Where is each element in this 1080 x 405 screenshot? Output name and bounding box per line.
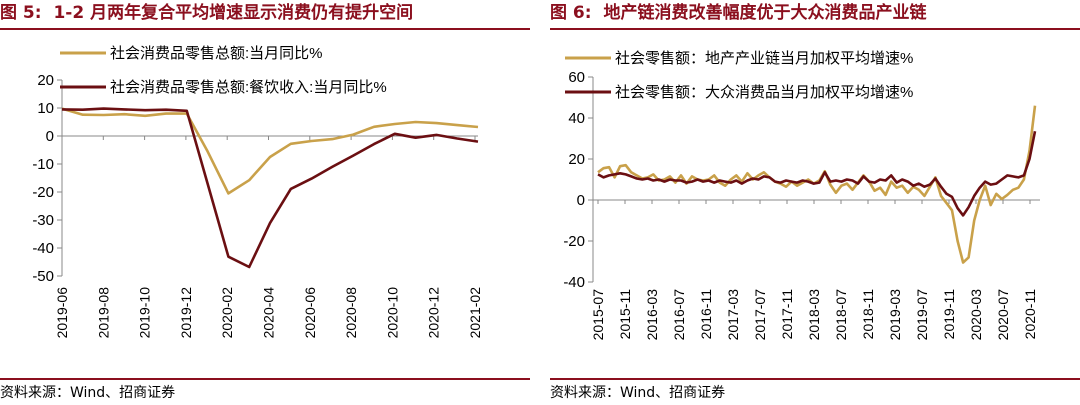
figure-5-title-rule: [0, 28, 530, 30]
fig6-y-tick-label: -20: [563, 233, 585, 250]
figure-6-bottom-rule: [550, 378, 1080, 380]
figure-6-source: 资料来源：Wind、招商证券: [550, 385, 726, 401]
figure-6-title: 图 6: 地产链消费改善幅度优于大众消费品产业链: [550, 0, 1080, 26]
fig5-x-tick-label: 2019-12: [178, 287, 194, 339]
fig6-y-tick-label: 60: [568, 69, 585, 86]
fig6-x-tick-label: 2020-07: [995, 289, 1011, 341]
figure-6-label: 图 6:: [550, 3, 592, 23]
fig6-series-line-2: [597, 131, 1037, 217]
fig5-series-line-2: [61, 107, 479, 269]
fig5-x-tick-label: 2020-12: [426, 287, 442, 339]
fig5-x-tick-label: 2020-04: [261, 287, 277, 339]
fig6-x-tick-label: 2018-03: [806, 289, 822, 341]
fig5-y-tick-label: 0: [46, 128, 54, 145]
fig5-x-tick-label: 2019-08: [95, 287, 111, 339]
fig5-x-tick-label: 2020-08: [343, 287, 359, 339]
fig6-y-tick-label: -40: [563, 274, 585, 291]
fig5-x-tick-label: 2019-10: [137, 287, 153, 339]
fig6-x-tick-label: 2018-11: [860, 289, 876, 340]
fig6-x-tick-label: 2020-11: [1022, 289, 1038, 340]
figure-5-bottom-rule: [0, 378, 530, 380]
figure-6-chart: 60 40 20 0 -20 -40 2015-07 2015-11 2016-03 2016-0…: [563, 50, 1040, 341]
fig5-legend-label-1: 社会消费品零售总额:当月同比%: [110, 45, 323, 62]
fig6-y-tick-label: 0: [577, 192, 585, 209]
fig6-x-tick-label: 2017-07: [752, 289, 768, 341]
figure-6-title-text: 地产链消费改善幅度优于大众消费品产业链: [603, 3, 927, 23]
fig6-x-tick-label: 2015-07: [590, 289, 606, 341]
figure-6-title-rule: [550, 28, 1080, 30]
fig5-x-tick-label: 2020-10: [384, 287, 400, 339]
fig6-x-tick-label: 2016-03: [644, 289, 660, 341]
fig6-x-tick-label: 2017-03: [725, 289, 741, 341]
fig6-y-tick-label: 20: [568, 151, 585, 168]
fig6-x-tick-label: 2018-07: [833, 289, 849, 341]
fig6-legend-label-1: 社会零售额：地产产业链当月加权平均增速%: [615, 50, 913, 67]
fig6-legend-label-2: 社会零售额：大众消费品当月加权平均增速%: [615, 84, 913, 101]
fig5-x-tick-label: 2020-02: [219, 287, 235, 339]
fig6-x-tick-label: 2019-03: [887, 289, 903, 341]
fig6-y-tick-label: 40: [568, 110, 585, 127]
figure-5-title: 图 5: 1-2 月两年复合平均增速显示消费仍有提升空间: [0, 0, 530, 26]
figure-5-source: 资料来源：Wind、招商证券: [0, 385, 176, 401]
fig5-series-line-1: [61, 107, 479, 195]
fig5-y-tick-label: -10: [32, 156, 54, 173]
fig5-x-tick-label: 2020-06: [302, 287, 318, 339]
fig6-x-tick-label: 2019-11: [941, 289, 957, 340]
fig6-x-tick-label: 2016-07: [671, 289, 687, 341]
figure-5-label: 图 5:: [0, 3, 42, 23]
fig5-y-tick-label: -40: [32, 240, 54, 257]
fig6-x-tick-label: 2017-11: [779, 289, 795, 340]
fig5-legend-label-2: 社会消费品零售总额:餐饮收入:当月同比%: [110, 79, 387, 96]
fig6-x-tick-label: 2019-07: [914, 289, 930, 341]
fig5-y-tick-label: -20: [32, 184, 54, 201]
fig6-x-tick-label: 2015-11: [617, 289, 633, 340]
fig5-y-tick-label: -50: [32, 268, 54, 285]
figure-6-panel: 图 6: 地产链消费改善幅度优于大众消费品产业链 60 40 20 0 -20 -40 20…: [550, 0, 1080, 405]
fig6-x-tick-label: 2016-11: [698, 289, 714, 340]
fig5-y-tick-label: -30: [32, 212, 54, 229]
fig5-y-tick-label: 10: [37, 100, 54, 117]
figure-5-panel: 图 5: 1-2 月两年复合平均增速显示消费仍有提升空间 20 10 0 -10 -20…: [0, 0, 530, 405]
fig6-x-tick-label: 2020-03: [968, 289, 984, 341]
figure-5-title-text: 1-2 月两年复合平均增速显示消费仍有提升空间: [53, 3, 414, 23]
fig5-x-tick-label: 2019-06: [54, 287, 70, 339]
fig5-x-tick-label: 2021-02: [467, 287, 483, 339]
fig5-y-tick-label: 20: [37, 72, 54, 89]
